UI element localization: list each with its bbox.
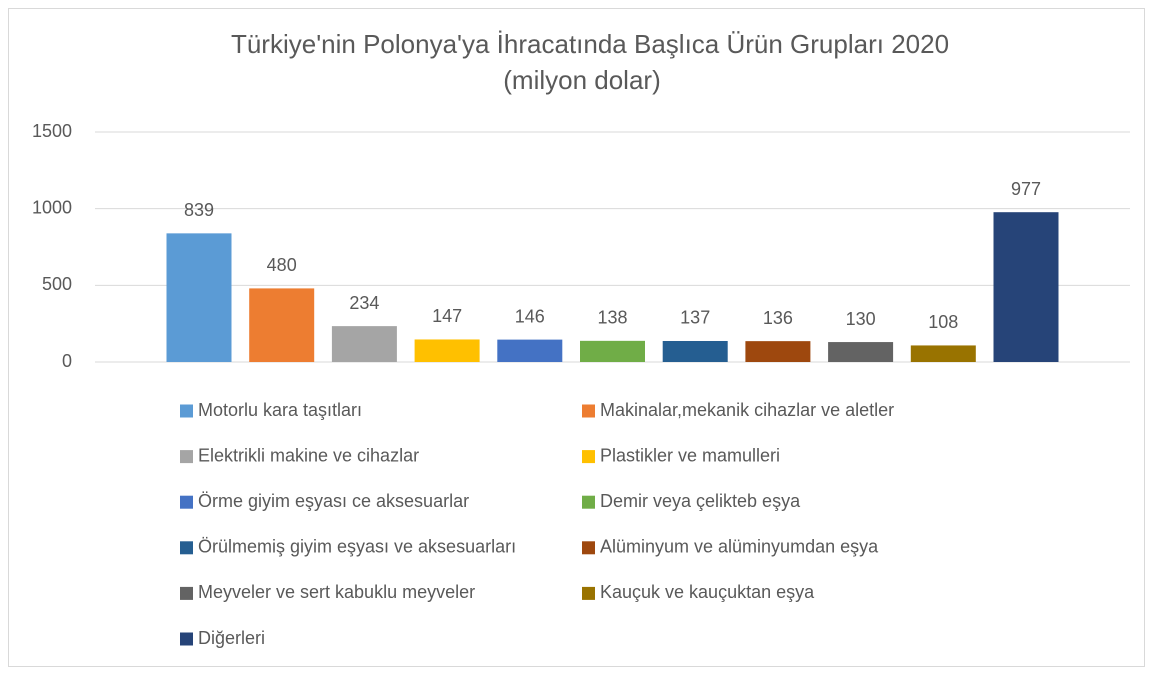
legend-label: Kauçuk ve kauçuktan eşya bbox=[600, 582, 815, 602]
legend-swatch bbox=[582, 495, 595, 509]
bar bbox=[993, 212, 1059, 362]
bar bbox=[166, 233, 232, 362]
legend-label: Diğerleri bbox=[198, 628, 265, 648]
legend-swatch bbox=[582, 450, 595, 464]
bar bbox=[249, 288, 315, 362]
y-tick-label: 1000 bbox=[32, 197, 72, 217]
data-label: 130 bbox=[846, 309, 876, 329]
data-label: 234 bbox=[349, 293, 379, 313]
bar bbox=[662, 340, 728, 362]
legend-swatch bbox=[582, 541, 595, 555]
legend-swatch bbox=[180, 495, 193, 509]
bar bbox=[580, 340, 645, 362]
data-label: 108 bbox=[928, 312, 958, 332]
chart-subtitle: (milyon dolar) bbox=[503, 65, 661, 95]
chart-title: Türkiye'nin Polonya'ya İhracatında Başlı… bbox=[231, 29, 949, 59]
data-label: 839 bbox=[184, 200, 214, 220]
bar bbox=[828, 342, 894, 362]
legend-swatch bbox=[180, 404, 193, 418]
bar bbox=[331, 326, 397, 362]
y-tick-label: 1500 bbox=[32, 121, 72, 141]
legend-label: Örme giyim eşyası ce aksesuarlar bbox=[198, 491, 469, 511]
legend-swatch bbox=[180, 586, 193, 600]
legend-label: Motorlu kara taşıtları bbox=[198, 400, 362, 420]
data-label: 147 bbox=[432, 306, 462, 326]
legend-swatch bbox=[180, 541, 193, 555]
legend-label: Elektrikli makine ve cihazlar bbox=[198, 445, 419, 465]
legend-swatch bbox=[180, 450, 193, 464]
data-label: 138 bbox=[597, 308, 627, 328]
bar bbox=[910, 345, 976, 362]
y-tick-label: 500 bbox=[42, 274, 72, 294]
legend-label: Demir veya çelikteb eşya bbox=[600, 491, 801, 511]
data-label: 136 bbox=[763, 308, 793, 328]
bar bbox=[745, 341, 811, 362]
legend-swatch bbox=[582, 404, 595, 418]
y-tick-label: 0 bbox=[62, 351, 72, 371]
bar bbox=[414, 339, 480, 362]
legend-label: Alüminyum ve alüminyumdan eşya bbox=[600, 537, 879, 557]
legend-label: Örülmemiş giyim eşyası ve aksesuarları bbox=[198, 537, 516, 557]
data-label: 137 bbox=[680, 308, 710, 328]
legend-swatch bbox=[582, 586, 595, 600]
legend-label: Meyveler ve sert kabuklu meyveler bbox=[198, 582, 475, 602]
bar bbox=[497, 339, 563, 362]
legend-label: Plastikler ve mamulleri bbox=[600, 445, 780, 465]
legend-swatch bbox=[180, 632, 193, 646]
data-label: 480 bbox=[267, 255, 297, 275]
legend-label: Makinalar,mekanik cihazlar ve aletler bbox=[600, 400, 894, 420]
data-label: 146 bbox=[515, 306, 545, 326]
data-label: 977 bbox=[1011, 179, 1041, 199]
